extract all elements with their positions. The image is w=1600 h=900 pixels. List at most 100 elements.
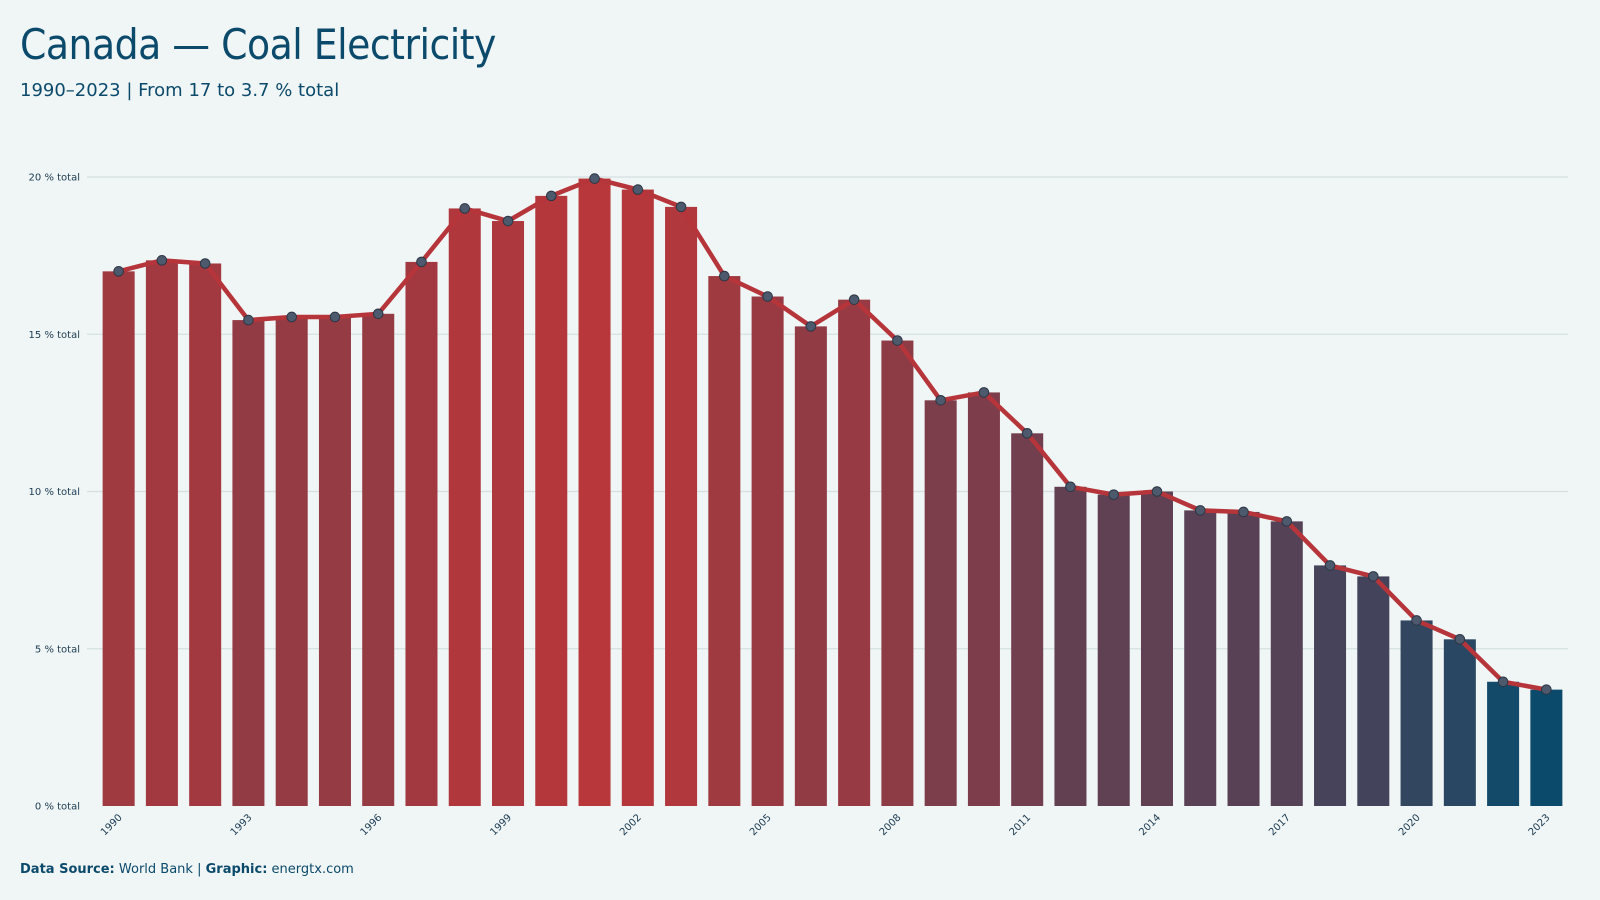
line-point: [1368, 571, 1379, 582]
x-tick-label: 2005: [748, 812, 774, 838]
line-point: [372, 308, 384, 320]
line-point: [502, 215, 514, 227]
line-point: [113, 266, 124, 277]
line-point: [935, 394, 946, 406]
bar: [1097, 494, 1130, 806]
x-tick-label: 2020: [1397, 812, 1423, 838]
bar: [275, 316, 308, 806]
y-tick-label: 10 % total: [29, 487, 80, 498]
y-tick-label: 0 % total: [35, 802, 80, 813]
bar: [318, 316, 351, 806]
bar: [492, 221, 525, 806]
line-point: [1021, 428, 1033, 439]
bar: [1530, 689, 1563, 806]
x-axis: 1990 1993 1996 1999 2002 2005 2008 2011 2014 2017…: [99, 812, 1553, 838]
bar: [1357, 576, 1390, 806]
line-point: [199, 258, 211, 269]
line-point: [1065, 481, 1076, 493]
line-point: [156, 255, 168, 266]
bar: [1270, 521, 1303, 806]
line-point: [589, 173, 600, 184]
y-tick-label: 15 % total: [29, 330, 80, 341]
bar: [1054, 486, 1087, 806]
line-point: [1497, 676, 1509, 688]
line-point: [545, 190, 557, 202]
line-point: [978, 387, 990, 398]
bar: [1184, 510, 1217, 806]
line-point: [459, 203, 471, 214]
x-tick-label: 2023: [1527, 812, 1553, 838]
line-point: [1194, 505, 1206, 516]
y-tick-label: 20 % total: [29, 173, 80, 184]
bar: [102, 271, 135, 807]
bar: [1400, 620, 1433, 806]
bar: [665, 206, 698, 806]
line-point: [1281, 516, 1293, 527]
y-tick-label: 5 % total: [35, 644, 80, 655]
bar: [1011, 433, 1044, 806]
line-point: [1411, 615, 1422, 626]
y-axis: 0 % total 5 % total 10 % total 15 % total 20…: [29, 173, 80, 813]
source-value: World Bank: [118, 862, 193, 877]
x-tick-label: 2017: [1267, 812, 1293, 838]
line-point: [286, 311, 297, 323]
x-tick-label: 2008: [878, 812, 904, 838]
graphic-label: Graphic:: [205, 862, 268, 877]
line-point: [805, 321, 817, 332]
line-points: [113, 173, 1552, 695]
bar: [1443, 639, 1476, 806]
x-tick-label: 2014: [1137, 812, 1163, 838]
line-point: [329, 311, 341, 323]
bar: [448, 208, 481, 806]
line-point: [243, 314, 254, 326]
line-point: [719, 270, 730, 282]
bar: [232, 320, 265, 806]
line-point: [632, 184, 644, 195]
line-point: [848, 294, 860, 305]
line-point: [675, 201, 687, 213]
line-point: [762, 291, 773, 302]
x-tick-label: 1999: [488, 812, 514, 838]
bar: [1314, 565, 1347, 806]
bar: [405, 261, 438, 806]
x-tick-label: 1993: [229, 812, 255, 838]
chart-title: Canada — Coal Electricity: [20, 20, 496, 69]
footer-separator: |: [197, 862, 202, 877]
line-point: [416, 256, 427, 268]
bar: [621, 189, 654, 806]
chart-subtitle: 1990–2023 | From 17 to 3.7 % total: [20, 80, 340, 101]
line-point: [892, 335, 903, 346]
graphic-value: energtx.com: [271, 862, 354, 877]
bar: [145, 260, 178, 806]
line-point: [1541, 684, 1552, 695]
line-point: [1324, 560, 1336, 571]
bar: [1140, 491, 1173, 806]
line-point: [1151, 486, 1163, 497]
bar: [708, 276, 741, 806]
bar: [924, 400, 957, 806]
bar: [881, 340, 914, 806]
line-point: [1108, 489, 1120, 500]
line-point: [1454, 634, 1466, 645]
line-point: [1238, 506, 1249, 518]
x-tick-label: 2011: [1008, 812, 1034, 838]
x-tick-label: 1990: [99, 812, 125, 838]
source-label: Data Source:: [20, 862, 115, 877]
trend-line: [116, 176, 1549, 692]
bar: [838, 299, 871, 806]
bar: [794, 326, 827, 806]
bar: [751, 296, 784, 806]
line-series: [116, 176, 1549, 692]
bar: [1487, 681, 1520, 806]
x-tick-label: 1996: [359, 812, 385, 838]
bar: [578, 178, 611, 806]
bar: [362, 313, 395, 806]
bar: [189, 263, 222, 806]
bar: [1227, 511, 1260, 806]
bar: [535, 195, 568, 806]
bar-series: [102, 178, 1563, 807]
bar: [967, 392, 1000, 806]
footer-credits: Data Source: World Bank | Graphic: energ…: [20, 862, 354, 877]
x-tick-label: 2002: [618, 812, 644, 838]
